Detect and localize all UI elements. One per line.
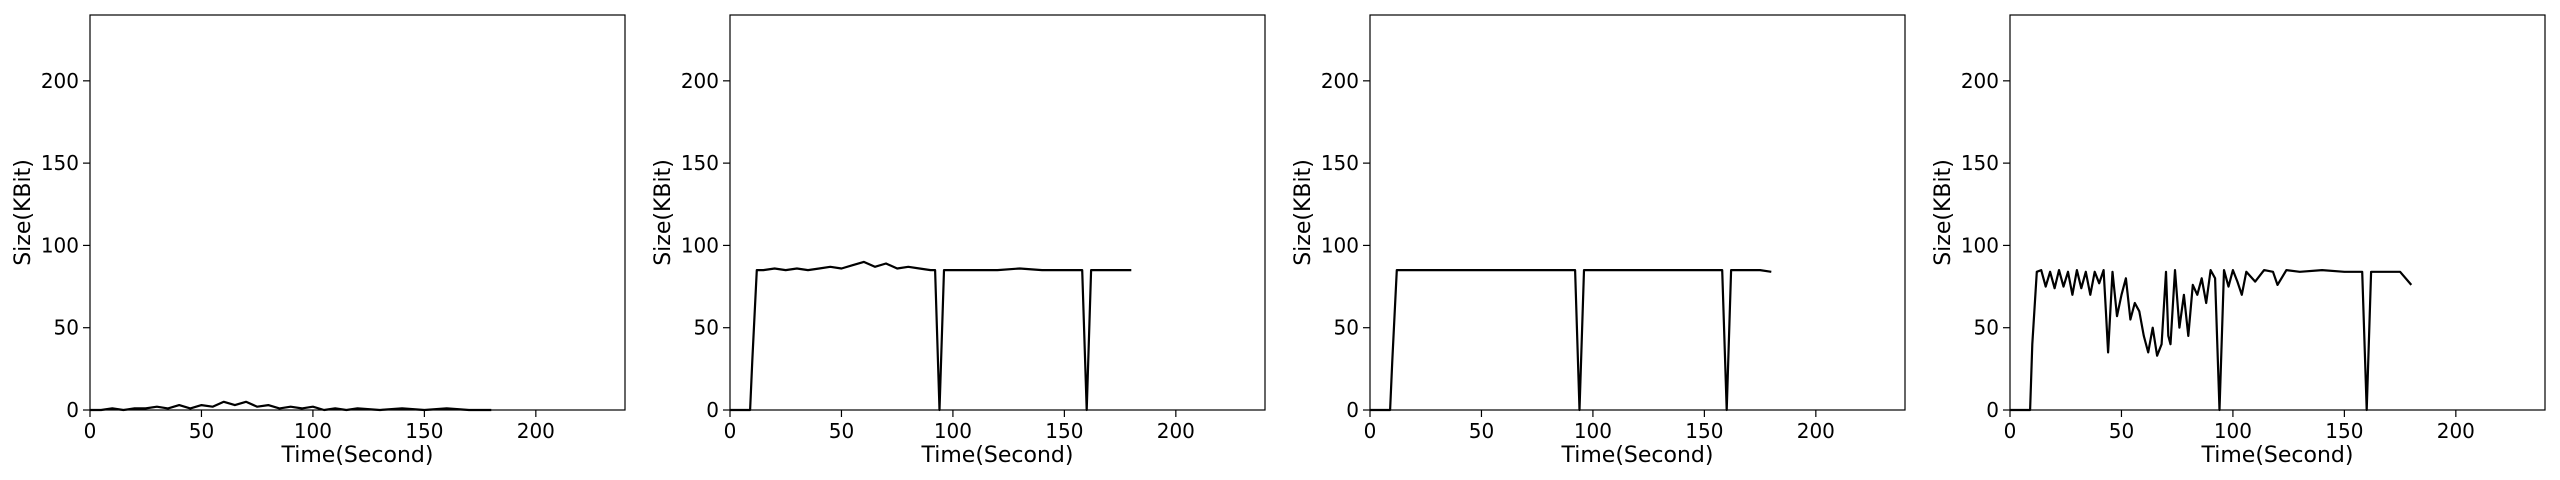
y-tick-label: 100 (41, 233, 79, 257)
x-tick-label: 200 (1797, 419, 1835, 443)
x-axis-label: Time(Second) (921, 443, 1074, 468)
x-tick-label: 0 (84, 419, 97, 443)
y-tick-label: 200 (1961, 69, 1999, 93)
x-tick-label: 50 (829, 419, 854, 443)
y-tick-label: 100 (1321, 233, 1359, 257)
y-axis-label: Size(KBit) (651, 159, 676, 266)
series-line (1370, 269, 1772, 412)
y-tick-label: 150 (681, 151, 719, 175)
y-tick-label: 50 (1974, 316, 1999, 340)
y-axis-label: Size(KBit) (1931, 159, 1956, 266)
x-tick-label: 50 (2109, 419, 2134, 443)
y-tick-label: 100 (681, 233, 719, 257)
x-tick-label: 50 (189, 419, 214, 443)
plot-frame (89, 14, 626, 411)
x-axis-label: Time(Second) (1561, 443, 1714, 468)
x-tick-label: 0 (1364, 419, 1377, 443)
x-tick-label: 150 (1685, 419, 1723, 443)
y-tick-label: 200 (41, 69, 79, 93)
chart-panel-2: 0 50 100 150 200 0 50 100 150 200 Time(Second) Size… (651, 14, 1266, 468)
x-tick-label: 200 (517, 419, 555, 443)
x-tick-label: 150 (1045, 419, 1083, 443)
plot-frame (2009, 14, 2546, 411)
y-axis-label: Size(KBit) (1291, 159, 1316, 266)
x-tick-label: 100 (1574, 419, 1612, 443)
y-tick-label: 0 (706, 398, 719, 422)
y-tick-label: 0 (66, 398, 79, 422)
y-tick-label: 100 (1961, 233, 1999, 257)
x-tick-label: 200 (2437, 419, 2475, 443)
chart-panel-4: 0 50 100 150 200 0 50 100 150 200 Time(Second) Size… (1931, 14, 2546, 468)
y-tick-label: 50 (1334, 316, 1359, 340)
series-line (90, 400, 492, 412)
series-line (2010, 269, 2413, 412)
y-tick-label: 150 (1321, 151, 1359, 175)
y-tick-label: 50 (694, 316, 719, 340)
x-axis-label: Time(Second) (2201, 443, 2354, 468)
y-tick-label: 0 (1346, 398, 1359, 422)
chart-panel-1: 0 50 100 150 200 0 50 100 150 200 Time(Second) Size… (11, 14, 626, 468)
plot-frame (729, 14, 1266, 411)
series-line (730, 260, 1132, 412)
x-tick-label: 100 (934, 419, 972, 443)
x-axis-label: Time(Second) (281, 443, 434, 468)
x-tick-label: 100 (2214, 419, 2252, 443)
y-tick-label: 200 (1321, 69, 1359, 93)
chart-panel-3: 0 50 100 150 200 0 50 100 150 200 Time(Second) Size… (1291, 14, 1906, 468)
x-tick-label: 0 (724, 419, 737, 443)
y-tick-label: 50 (54, 316, 79, 340)
plot-frame (1369, 14, 1906, 411)
y-tick-label: 0 (1986, 398, 1999, 422)
y-tick-label: 150 (41, 151, 79, 175)
x-tick-label: 0 (2004, 419, 2017, 443)
x-tick-label: 150 (2325, 419, 2363, 443)
x-tick-label: 50 (1469, 419, 1494, 443)
x-tick-label: 150 (405, 419, 443, 443)
y-axis-label: Size(KBit) (11, 159, 36, 266)
x-tick-label: 100 (294, 419, 332, 443)
y-tick-label: 200 (681, 69, 719, 93)
y-tick-label: 150 (1961, 151, 1999, 175)
x-tick-label: 200 (1157, 419, 1195, 443)
